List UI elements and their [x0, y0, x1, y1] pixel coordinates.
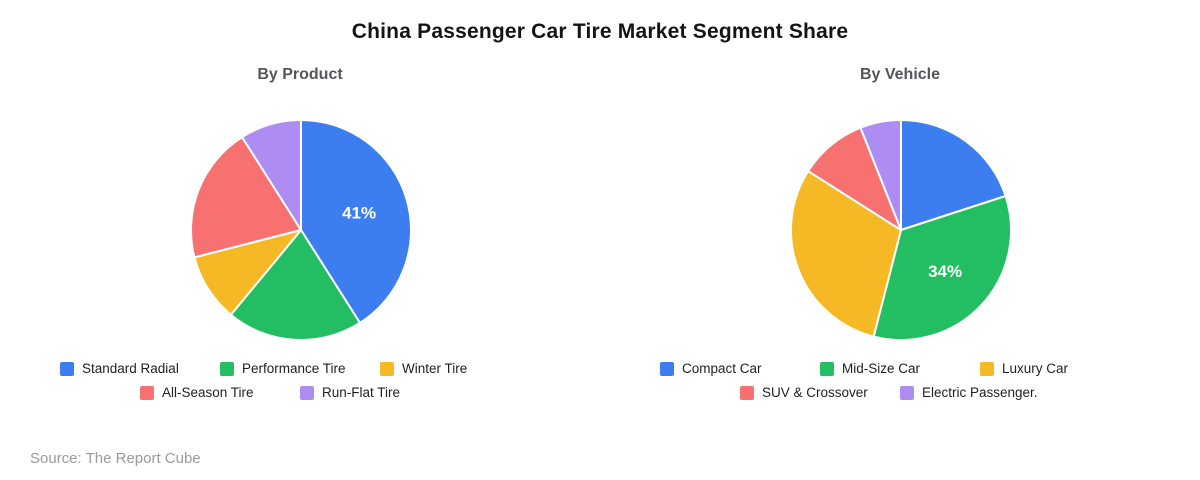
by-product-panel: By Product 41% Standard Radial Performanc…	[0, 66, 600, 403]
data-label-standard-radial: 41%	[342, 204, 376, 223]
legend-swatch-electric-passenger	[900, 385, 914, 400]
legend-item-luxury-car: Luxury Car	[980, 361, 1068, 376]
legend-row: SUV & Crossover Electric Passenger.	[600, 385, 1200, 403]
legend-item-suv-crossover: SUV & Crossover	[740, 385, 868, 400]
legend-label: All-Season Tire	[162, 385, 254, 400]
page-title: China Passenger Car Tire Market Segment …	[351, 20, 849, 43]
pie-slice-run-flat-tire	[241, 119, 302, 231]
pie-slice-luxury-car	[790, 170, 902, 338]
by-vehicle-subtitle: By Vehicle	[859, 66, 941, 83]
by-vehicle-panel: By Vehicle 34% Compact Car Mid-Size Car Lu…	[600, 0, 1200, 480]
legend-label: Standard Radial	[82, 361, 179, 376]
pie-slice-compact-car	[900, 119, 1007, 231]
legend-swatch-performance-tire	[220, 361, 234, 376]
legend-label: Winter Tire	[402, 361, 468, 376]
data-label-mid-size-car: 34%	[928, 262, 962, 281]
legend-label: Luxury Car	[1002, 361, 1069, 376]
legend-swatch-compact-car	[660, 361, 674, 376]
legend-label: Run-Flat Tire	[322, 385, 401, 400]
legend-item-standard-radial: Standard Radial	[60, 361, 179, 376]
legend-label: Performance Tire	[242, 361, 346, 376]
legend-item-mid-size-car: Mid-Size Car	[820, 361, 920, 376]
pie-slice-all-season-tire	[190, 136, 302, 259]
legend-label: Mid-Size Car	[842, 361, 921, 376]
legend-swatch-mid-size-car	[820, 361, 834, 376]
by-vehicle-pie: 34%	[790, 119, 1013, 341]
legend-swatch-standard-radial	[60, 361, 74, 376]
pie-slice-performance-tire	[229, 229, 361, 341]
by-product-subtitle: By Product	[257, 66, 343, 83]
by-product-pie: 41%	[190, 119, 412, 341]
legend-row: Standard Radial Performance Tire Winter Ti…	[0, 361, 600, 379]
legend-item-run-flat-tire: Run-Flat Tire	[300, 385, 400, 400]
legend-swatch-suv-crossover	[740, 385, 754, 400]
legend-swatch-all-season-tire	[140, 385, 154, 400]
legend-item-electric-passenger: Electric Passenger.	[900, 385, 1038, 400]
legend-label: Compact Car	[682, 361, 762, 376]
legend-item-all-season-tire: All-Season Tire	[140, 385, 254, 400]
pie-slice-mid-size-car	[872, 195, 1013, 341]
legend-label: SUV & Crossover	[762, 385, 868, 400]
legend-swatch-run-flat-tire	[300, 385, 314, 400]
pie-slice-electric-passenger	[859, 119, 902, 231]
legend-swatch-luxury-car	[980, 361, 994, 376]
legend-label: Electric Passenger.	[922, 385, 1038, 400]
source-caption: Source: The Report Cube	[30, 450, 201, 467]
legend-item-compact-car: Compact Car	[660, 361, 762, 376]
legend-row: Compact Car Mid-Size Car Luxury Car	[600, 361, 1200, 379]
legend-item-performance-tire: Performance Tire	[220, 361, 346, 376]
legend-row: All-Season Tire Run-Flat Tire	[0, 385, 600, 403]
legend-swatch-winter-tire	[380, 361, 394, 376]
legend-item-winter-tire: Winter Tire	[380, 361, 467, 376]
